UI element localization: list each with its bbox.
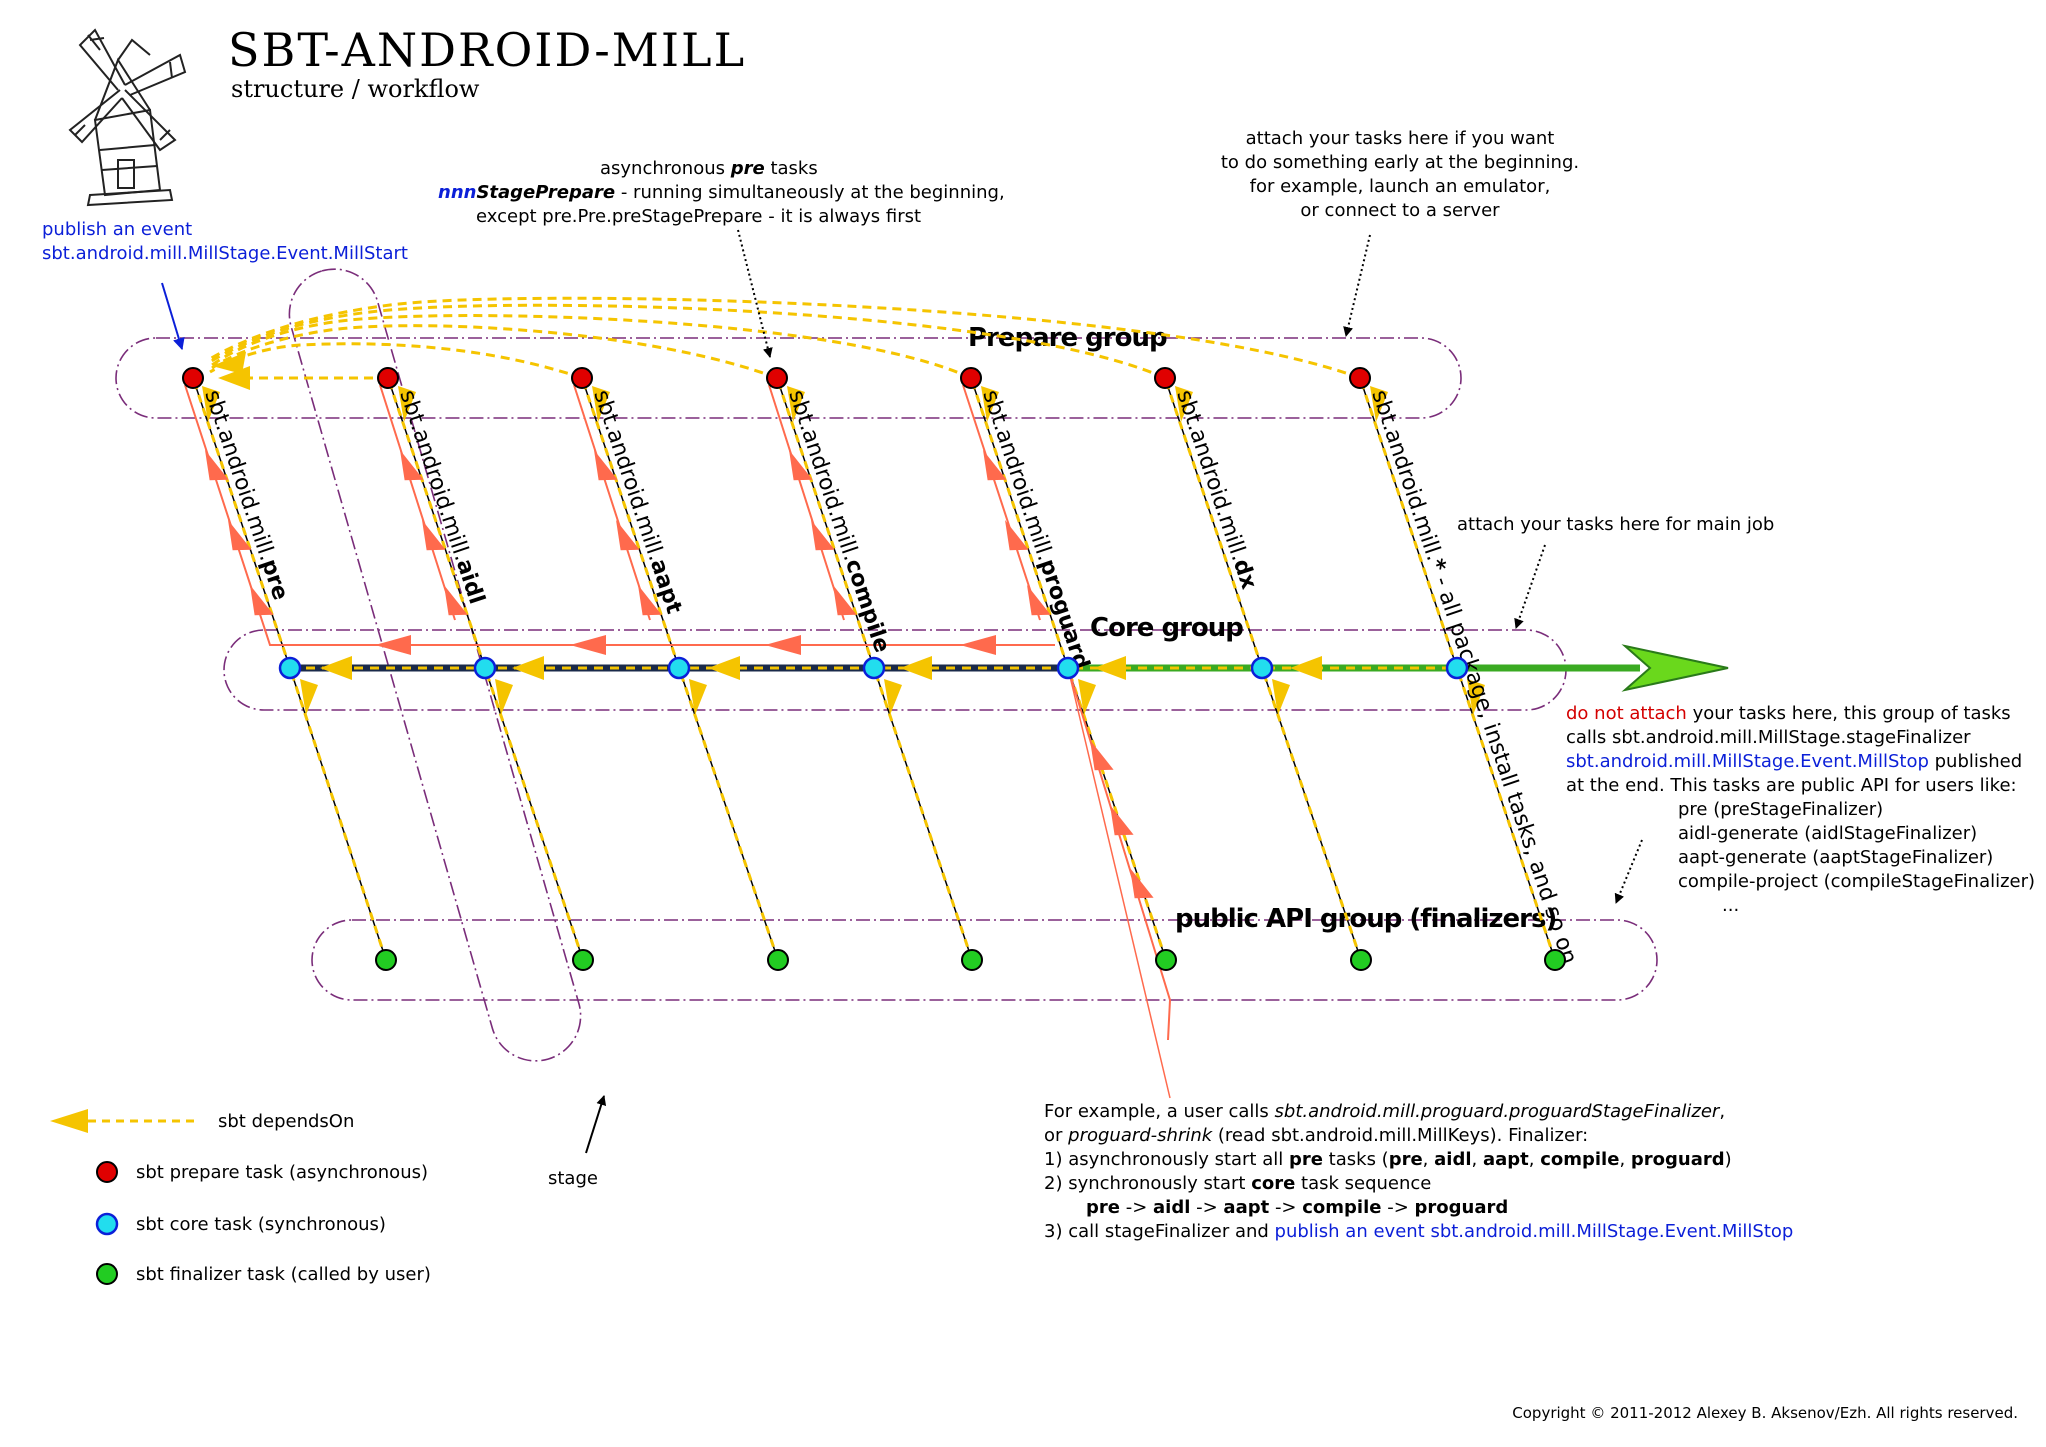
flow-arrowheads — [205, 449, 1154, 899]
note-attach-main: attach your tasks here for main job — [1457, 514, 1774, 629]
finalizer-node-pre — [375, 949, 397, 971]
svg-text:For example, a user calls sbt.: For example, a user calls sbt.android.mi… — [1044, 1101, 1725, 1122]
finalizer-group-title: public API group (finalizers) — [1175, 904, 1556, 934]
prepare-depends-arrowheads — [212, 352, 250, 390]
note-publish-start: publish an event sbt.android.mill.MillSt… — [42, 219, 408, 351]
finalizer-nodes — [375, 949, 1566, 971]
prepare-node-aapt — [571, 367, 593, 389]
note-example: For example, a user calls sbt.android.mi… — [1044, 1101, 1793, 1242]
core-node-proguard — [1056, 656, 1080, 680]
core-node-pre — [278, 656, 302, 680]
finalizer-node-all — [1544, 949, 1566, 971]
core-node-aapt — [667, 656, 691, 680]
core-node-compile — [862, 656, 886, 680]
prepare-node-all — [1349, 367, 1371, 389]
svg-text:sbt.android.mill.MillStage.Eve: sbt.android.mill.MillStage.Event.MillSto… — [1566, 751, 2022, 772]
svg-text:calls sbt.android.mill.MillSta: calls sbt.android.mill.MillStage.stageFi… — [1566, 727, 1971, 748]
core-group-title: Core group — [1090, 613, 1243, 643]
stage-label-aidl: sbt.android.mill.aidl — [394, 387, 489, 607]
svg-text:publish an event: publish an event — [42, 219, 192, 240]
svg-text:nnnStagePrepare - running simu: nnnStagePrepare - running simultaneously… — [438, 182, 1005, 203]
svg-text:sbt prepare task (asynchronous: sbt prepare task (asynchronous) — [136, 1162, 428, 1183]
finalizer-node-dx — [1350, 949, 1372, 971]
svg-text:at the end. This tasks are pub: at the end. This tasks are public API fo… — [1566, 775, 2017, 796]
prepare-nodes — [182, 367, 1371, 389]
stage-outline — [288, 268, 582, 1062]
example-pointer-line — [1067, 667, 1171, 1099]
note-do-not-attach: do not attach your tasks here, this grou… — [1566, 703, 2035, 916]
finalizer-group-outline — [311, 919, 1658, 1001]
finalizer-node-aidl — [572, 949, 594, 971]
note-async-pre: asynchronous pre tasks nnnStagePrepare -… — [438, 158, 1005, 358]
svg-text:compile-project (compileStageF: compile-project (compileStageFinalizer) — [1678, 871, 2035, 892]
svg-text:aapt-generate (aaptStageFinali: aapt-generate (aaptStageFinalizer) — [1678, 847, 1993, 868]
prepare-node-aidl — [377, 367, 399, 389]
finalizer-node-compile — [961, 949, 983, 971]
svg-text:sbt core task (synchronous): sbt core task (synchronous) — [136, 1214, 386, 1235]
svg-text:1) asynchronously start all pr: 1) asynchronously start all pre tasks (p… — [1044, 1149, 1732, 1170]
legend-core-task: sbt core task (synchronous) — [95, 1212, 386, 1236]
finalizer-node-aapt — [767, 949, 789, 971]
svg-text:3) call stageFinalizer and pub: 3) call stageFinalizer and publish an ev… — [1044, 1221, 1793, 1242]
svg-text:...: ... — [1722, 895, 1739, 916]
core-node-all — [1445, 656, 1469, 680]
svg-text:sbt dependsOn: sbt dependsOn — [218, 1111, 354, 1132]
prepare-node-pre — [182, 367, 204, 389]
svg-text:stage: stage — [548, 1168, 598, 1189]
page-subtitle: structure / workflow — [231, 75, 480, 103]
svg-text:pre -> aidl -> aapt -> compile: pre -> aidl -> aapt -> compile -> progua… — [1086, 1197, 1508, 1218]
prepare-group-title: Prepare group — [968, 323, 1167, 353]
svg-text:aidl-generate (aidlStageFinali: aidl-generate (aidlStageFinalizer) — [1678, 823, 1977, 844]
svg-text:sbt finalizer task (called by: sbt finalizer task (called by user) — [136, 1264, 431, 1285]
core-node-dx — [1250, 656, 1274, 680]
core-nodes — [278, 656, 1469, 680]
svg-text:asynchronous pre tasks: asynchronous pre tasks — [600, 158, 818, 179]
legend: sbt dependsOn sbt prepare task (asynchro… — [50, 1109, 431, 1285]
legend-finalizer-task: sbt finalizer task (called by user) — [96, 1263, 431, 1285]
stage-label-compile: sbt.android.mill.compile — [783, 387, 894, 656]
svg-text:attach your tasks here if you: attach your tasks here if you want — [1246, 128, 1555, 149]
prepare-node-dx — [1154, 367, 1176, 389]
prepare-depends-arcs — [207, 296, 1361, 380]
finalizer-node-proguard — [1155, 949, 1177, 971]
prepare-node-compile — [766, 367, 788, 389]
svg-text:sbt.android.mill.MillStage.Eve: sbt.android.mill.MillStage.Event.MillSta… — [42, 243, 408, 264]
copyright: Copyright © 2011-2012 Alexey B. Aksenov/… — [1512, 1404, 2018, 1422]
core-depends-arrows — [320, 656, 1322, 680]
svg-text:for example, launch an emulato: for example, launch an emulator, — [1250, 176, 1551, 197]
stage-depends-arrowheads — [202, 386, 1485, 715]
group-outlines — [115, 268, 1658, 1062]
stage-depends-lines — [191, 377, 1557, 961]
svg-text:2) synchronously start core ta: 2) synchronously start core task sequenc… — [1044, 1173, 1431, 1194]
legend-depends-on: sbt dependsOn — [50, 1109, 354, 1133]
prepare-group-outline — [115, 337, 1462, 419]
svg-text:attach your tasks here for mai: attach your tasks here for main job — [1457, 514, 1774, 535]
svg-text:or connect to a server: or connect to a server — [1300, 200, 1500, 221]
stage-label-all: sbt.android.mill.* - all package, instal… — [1366, 387, 1581, 967]
legend-prepare-task: sbt prepare task (asynchronous) — [96, 1161, 428, 1183]
note-stage: stage — [548, 1095, 607, 1189]
prepare-node-proguard — [960, 367, 982, 389]
page-title: SBT-ANDROID-MILL — [228, 23, 746, 77]
windmill-logo — [68, 28, 187, 207]
svg-text:or proguard-shrink (read sbt.a: or proguard-shrink (read sbt.android.mil… — [1044, 1125, 1588, 1146]
note-attach-early: attach your tasks here if you want to do… — [1221, 128, 1579, 337]
svg-text:pre (preStageFinalizer): pre (preStageFinalizer) — [1678, 799, 1883, 820]
svg-text:do not attach your tasks here,: do not attach your tasks here, this grou… — [1566, 703, 2011, 724]
svg-text:except pre.Pre.preStagePrepare: except pre.Pre.preStagePrepare - it is a… — [476, 206, 921, 227]
core-node-aidl — [473, 656, 497, 680]
svg-text:to do something early at the b: to do something early at the beginning. — [1221, 152, 1579, 173]
